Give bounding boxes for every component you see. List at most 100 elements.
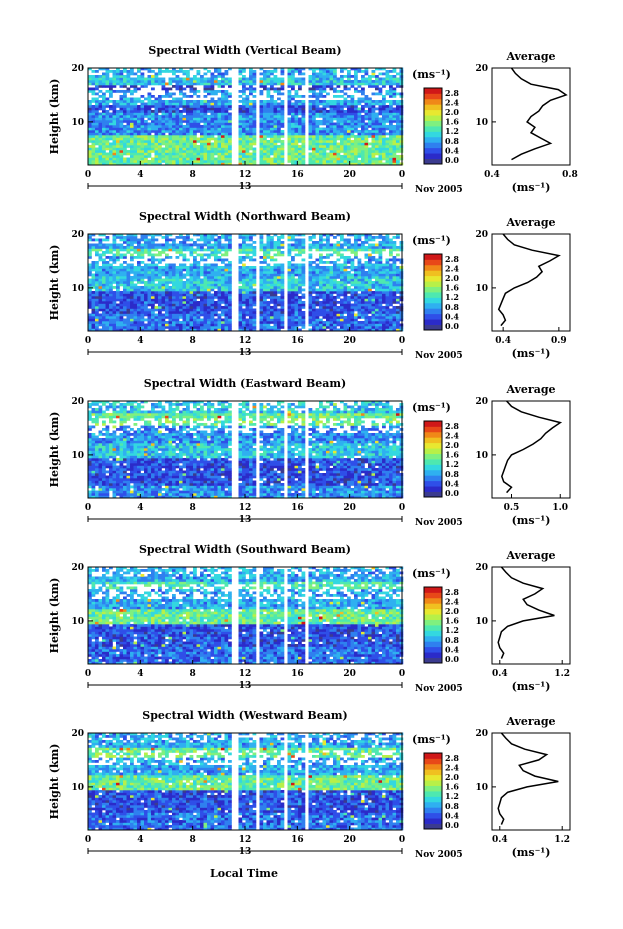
heatmap-cell bbox=[263, 110, 267, 113]
heatmap-cell bbox=[371, 117, 376, 121]
heatmap-cell bbox=[95, 92, 99, 96]
heatmap-cell bbox=[168, 162, 173, 166]
heatmap-cell bbox=[210, 162, 215, 166]
heatmap-cell bbox=[196, 318, 201, 322]
heatmap-cell bbox=[186, 293, 190, 297]
heatmap-cell bbox=[392, 162, 397, 166]
heatmap-cell bbox=[326, 296, 330, 299]
heatmap-cell bbox=[329, 266, 334, 269]
heatmap-cell bbox=[186, 296, 190, 299]
heatmap-cell bbox=[154, 72, 159, 76]
heatmap-cell bbox=[273, 122, 278, 126]
heatmap-cell bbox=[333, 77, 337, 81]
heatmap-cell bbox=[102, 120, 106, 123]
heatmap-cell bbox=[140, 150, 145, 153]
heatmap-cell bbox=[95, 75, 99, 78]
heatmap-cell bbox=[182, 276, 187, 279]
heatmap-cell bbox=[357, 308, 362, 312]
heatmap-cell bbox=[238, 276, 243, 279]
heatmap-cell bbox=[203, 80, 208, 83]
heatmap-cell bbox=[126, 82, 131, 86]
heatmap-cell bbox=[329, 316, 334, 319]
heatmap-cell bbox=[354, 107, 358, 111]
heatmap-cell bbox=[326, 132, 330, 136]
heatmap-cell bbox=[123, 150, 127, 153]
heatmap-cell bbox=[319, 70, 323, 73]
heatmap-cell bbox=[368, 291, 372, 294]
heatmap-cell bbox=[371, 316, 376, 319]
heatmap-cell bbox=[315, 120, 320, 123]
heatmap-cell bbox=[399, 122, 404, 126]
heatmap-cell bbox=[347, 328, 351, 332]
heatmap-cell bbox=[172, 147, 176, 151]
heatmap-cell bbox=[140, 102, 145, 106]
heatmap-cell bbox=[214, 92, 218, 96]
heatmap-cell bbox=[186, 160, 190, 163]
heatmap-cell bbox=[182, 130, 187, 133]
heatmap-cell bbox=[207, 115, 211, 118]
heatmap-cell bbox=[105, 293, 110, 297]
heatmap-cell bbox=[315, 266, 320, 269]
heatmap-cell bbox=[186, 147, 190, 151]
heatmap-cell bbox=[179, 286, 183, 289]
heatmap-cell bbox=[179, 132, 183, 136]
heatmap-cell bbox=[165, 296, 169, 299]
heatmap-cell bbox=[210, 85, 215, 88]
heatmap-cell bbox=[252, 87, 257, 91]
heatmap-cell bbox=[364, 308, 369, 312]
heatmap-cell bbox=[200, 157, 204, 161]
heatmap-cell bbox=[119, 140, 124, 143]
heatmap-cell bbox=[133, 308, 138, 312]
heatmap-cell bbox=[238, 321, 243, 324]
heatmap-cell bbox=[385, 77, 390, 81]
heatmap-cell bbox=[336, 276, 341, 279]
heatmap-cell bbox=[368, 296, 372, 299]
heatmap-cell bbox=[294, 150, 299, 153]
heatmap-cell bbox=[130, 140, 134, 143]
heatmap-cell bbox=[340, 321, 344, 324]
heatmap-cell bbox=[333, 313, 337, 317]
heatmap-cell bbox=[165, 127, 169, 131]
heatmap-cell bbox=[361, 140, 365, 143]
heatmap-cell bbox=[221, 142, 225, 146]
heatmap-cell bbox=[382, 85, 386, 88]
heatmap-cell bbox=[210, 77, 215, 81]
heatmap-cell bbox=[270, 112, 274, 116]
heatmap-cell bbox=[161, 160, 166, 163]
heatmap-cell bbox=[298, 85, 302, 88]
heatmap-cell bbox=[193, 127, 197, 131]
heatmap-cell bbox=[287, 266, 292, 269]
heatmap-cell bbox=[102, 82, 106, 86]
heatmap-cell bbox=[343, 323, 348, 327]
heatmap-cell bbox=[95, 110, 99, 113]
heatmap-cell bbox=[375, 102, 379, 106]
heatmap-cell bbox=[186, 132, 190, 136]
heatmap-cell bbox=[298, 120, 302, 123]
heatmap-cell bbox=[102, 125, 106, 128]
heatmap-cell bbox=[357, 145, 362, 148]
heatmap-cell bbox=[147, 137, 152, 141]
heatmap-cell bbox=[350, 162, 355, 166]
heatmap-cell bbox=[172, 152, 176, 156]
heatmap-cell bbox=[168, 115, 173, 118]
heatmap-cell bbox=[287, 142, 292, 146]
heatmap-cell bbox=[329, 130, 334, 133]
heatmap-cell bbox=[186, 130, 190, 133]
heatmap-cell bbox=[357, 160, 362, 163]
heatmap-cell bbox=[291, 313, 295, 317]
heatmap-cell bbox=[378, 298, 383, 302]
heatmap-cell bbox=[340, 276, 344, 279]
heatmap-cell bbox=[147, 303, 152, 307]
heatmap-cell bbox=[102, 286, 106, 289]
heatmap-cell bbox=[228, 316, 232, 319]
heatmap-cell bbox=[252, 150, 257, 153]
heatmap-cell bbox=[228, 298, 232, 302]
heatmap-cell bbox=[119, 328, 124, 332]
heatmap-cell bbox=[378, 306, 383, 309]
heatmap-cell bbox=[95, 137, 99, 141]
heatmap-cell bbox=[119, 160, 124, 163]
heatmap-cell bbox=[343, 283, 348, 287]
heatmap-cell bbox=[312, 271, 316, 274]
heatmap-cell bbox=[340, 132, 344, 136]
heatmap-cell bbox=[242, 152, 246, 156]
